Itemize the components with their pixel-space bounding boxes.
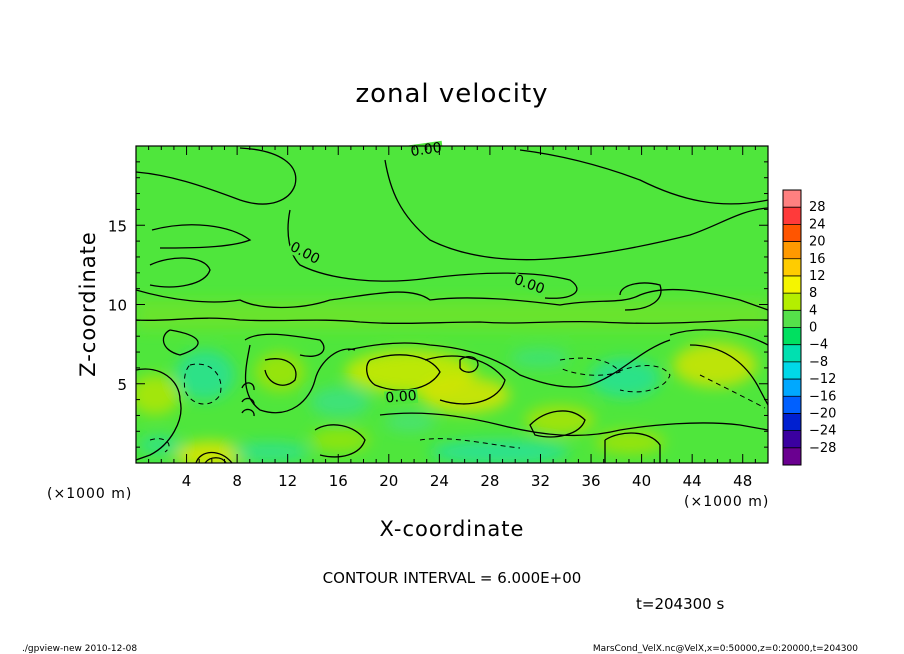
contour-label-background bbox=[408, 140, 444, 160]
x-axis-unit-left: (×1000 m) bbox=[47, 486, 132, 502]
colorbar: 28 24 20 16 12 8 4 0 −4 −8 −12 −16 −20 −24 −28 bbox=[782, 189, 836, 466]
colorbar-swatch bbox=[783, 275, 801, 294]
contour-label: 0.00 bbox=[385, 388, 417, 407]
colorbar-swatch bbox=[783, 396, 801, 414]
y-axis-ticks: 5 10 15 bbox=[108, 161, 768, 448]
contour-label: 0.00 bbox=[410, 140, 443, 160]
colorbar-swatch bbox=[783, 430, 801, 449]
x-tick-label: 48 bbox=[733, 472, 752, 490]
time-text: t=204300 s bbox=[636, 595, 724, 613]
colorbar-label: −16 bbox=[809, 389, 836, 404]
contour-label-background bbox=[511, 272, 548, 298]
colorbar-swatch bbox=[783, 413, 801, 432]
colorbar-label: −4 bbox=[809, 338, 828, 353]
x-tick-label: 8 bbox=[232, 472, 242, 490]
contour-label-background bbox=[286, 239, 323, 268]
dashed-contours bbox=[149, 357, 766, 453]
footer-right: MarsCond_VelX.nc@VelX,x=0:50000,z=0:2000… bbox=[593, 644, 858, 654]
x-tick-label: 40 bbox=[632, 472, 651, 490]
colorbar-swatch bbox=[783, 361, 801, 380]
colorbar-swatch bbox=[783, 207, 801, 225]
colorbar-swatch bbox=[783, 327, 801, 346]
colorbar-swatch bbox=[783, 447, 801, 466]
chart-title: zonal velocity bbox=[355, 79, 548, 109]
y-tick-label: 5 bbox=[117, 376, 127, 394]
colorbar-swatch bbox=[783, 241, 801, 260]
y-axis-label: Z-coordinate bbox=[76, 231, 100, 377]
footer-left: ./gpview-new 2010-12-08 bbox=[22, 644, 137, 654]
colorbar-swatch bbox=[783, 224, 801, 243]
x-tick-label: 4 bbox=[182, 472, 192, 490]
colorbar-label: 12 bbox=[809, 269, 826, 284]
x-tick-label: 44 bbox=[683, 472, 702, 490]
colorbar-label: −20 bbox=[809, 406, 836, 421]
colorbar-swatch bbox=[783, 310, 801, 328]
colorbar-label: 28 bbox=[809, 200, 826, 215]
contour-interval-text: CONTOUR INTERVAL = 6.000E+00 bbox=[323, 569, 582, 587]
x-axis-label: X-coordinate bbox=[380, 517, 525, 541]
colorbar-label: 16 bbox=[809, 252, 826, 267]
colorbar-label: −24 bbox=[809, 424, 836, 439]
x-tick-label: 28 bbox=[480, 472, 499, 490]
colorbar-label: −28 bbox=[809, 441, 836, 456]
x-tick-label: 12 bbox=[278, 472, 297, 490]
colorbar-label: 8 bbox=[809, 286, 817, 301]
colorbar-swatch bbox=[783, 379, 801, 397]
colorbar-swatch bbox=[783, 293, 801, 311]
y-tick-label: 15 bbox=[108, 217, 127, 235]
contour-label-background bbox=[383, 388, 419, 406]
colorbar-label: 0 bbox=[809, 321, 817, 336]
x-tick-label: 36 bbox=[581, 472, 600, 490]
x-tick-label: 32 bbox=[531, 472, 550, 490]
colorbar-label: −12 bbox=[809, 372, 836, 387]
colorbar-swatch bbox=[783, 344, 801, 363]
heatmap-field bbox=[136, 146, 768, 463]
colorbar-swatch bbox=[783, 258, 801, 277]
colorbar-swatch bbox=[783, 190, 801, 208]
x-tick-label: 24 bbox=[430, 472, 449, 490]
colorbar-label: 20 bbox=[809, 235, 826, 250]
x-axis-ticks: 4 8 12 16 20 24 28 32 36 40 44 48 bbox=[148, 146, 756, 490]
x-tick-label: 16 bbox=[329, 472, 348, 490]
x-axis-unit-right: (×1000 m) bbox=[684, 494, 769, 510]
colorbar-label: 4 bbox=[809, 303, 817, 318]
colorbar-label: −8 bbox=[809, 355, 828, 370]
y-tick-label: 10 bbox=[108, 297, 127, 315]
colorbar-label: 24 bbox=[809, 217, 826, 232]
contour-lines bbox=[136, 147, 768, 463]
x-tick-label: 20 bbox=[379, 472, 398, 490]
